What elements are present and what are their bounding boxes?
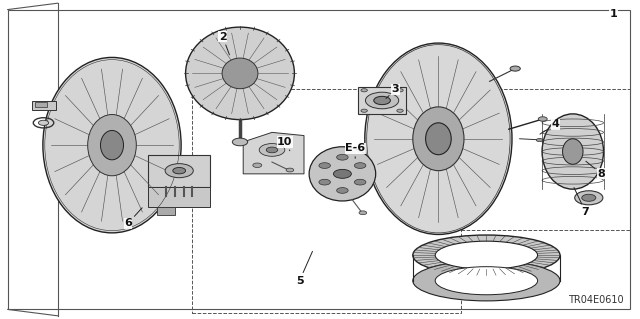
Text: 3: 3 (386, 84, 399, 99)
Ellipse shape (186, 27, 294, 120)
Bar (461, 89, 630, 230)
Ellipse shape (435, 267, 538, 295)
Bar (157, 207, 175, 215)
Text: 5: 5 (296, 251, 312, 286)
Bar (148, 187, 210, 207)
Circle shape (365, 92, 399, 109)
Ellipse shape (100, 130, 124, 160)
Circle shape (397, 109, 403, 112)
Polygon shape (243, 132, 304, 174)
Circle shape (355, 179, 366, 185)
Circle shape (397, 89, 403, 92)
Text: E-6: E-6 (345, 143, 365, 158)
Circle shape (38, 120, 49, 125)
Circle shape (319, 179, 330, 185)
Bar (192, 89, 461, 313)
Text: 8: 8 (586, 161, 605, 179)
Text: TR04E0610: TR04E0610 (568, 295, 624, 305)
Bar (358, 87, 406, 114)
Circle shape (337, 188, 348, 193)
Text: 1: 1 (609, 9, 617, 19)
Ellipse shape (222, 58, 258, 89)
Circle shape (232, 138, 248, 146)
Circle shape (538, 117, 547, 121)
Ellipse shape (365, 43, 512, 234)
Ellipse shape (426, 123, 451, 155)
Ellipse shape (413, 261, 560, 301)
Ellipse shape (413, 107, 464, 171)
Circle shape (361, 109, 367, 112)
Circle shape (266, 147, 278, 153)
Text: 4: 4 (540, 119, 559, 134)
Circle shape (286, 168, 294, 172)
Ellipse shape (542, 114, 604, 189)
Circle shape (173, 167, 186, 174)
Ellipse shape (43, 57, 181, 233)
Bar (32, 101, 56, 110)
Ellipse shape (435, 241, 538, 269)
Circle shape (355, 163, 366, 168)
Circle shape (575, 191, 603, 205)
Circle shape (582, 194, 596, 201)
Circle shape (510, 66, 520, 71)
Ellipse shape (563, 139, 583, 164)
Circle shape (319, 163, 330, 168)
Text: 10: 10 (277, 137, 292, 151)
Ellipse shape (88, 115, 136, 176)
Bar (35, 102, 47, 107)
Ellipse shape (309, 147, 376, 201)
Circle shape (253, 163, 262, 167)
Circle shape (259, 144, 285, 156)
Text: 6: 6 (124, 208, 142, 228)
Circle shape (361, 89, 367, 92)
Circle shape (374, 96, 390, 105)
Circle shape (165, 164, 193, 178)
Circle shape (337, 154, 348, 160)
Bar (148, 155, 210, 187)
Text: 7: 7 (574, 188, 589, 217)
Circle shape (536, 138, 543, 142)
Ellipse shape (413, 235, 560, 275)
Circle shape (333, 169, 351, 178)
Text: 2: 2 (219, 32, 229, 55)
Circle shape (359, 211, 367, 215)
